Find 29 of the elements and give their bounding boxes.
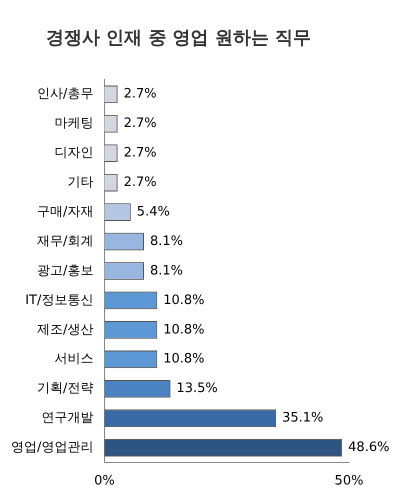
data-label: 35.1% [282, 410, 324, 426]
y-tick-label: 디자인 [54, 146, 94, 161]
y-tick-label: 연구개발 [41, 410, 94, 426]
y-tick-label: IT/정보통신 [25, 292, 94, 308]
data-label: 48.6% [348, 440, 390, 456]
data-label: 2.7% [124, 146, 157, 161]
y-tick-label: 기타 [67, 175, 94, 190]
data-label: 10.8% [163, 352, 205, 367]
y-tick-label: 기획/전략 [36, 381, 94, 396]
y-tick-label: 서비스 [54, 352, 94, 367]
y-tick-label: 제조/생산 [36, 322, 94, 338]
y-tick-label: 구매/자재 [36, 204, 94, 220]
data-label: 5.4% [136, 204, 170, 220]
y-tick-label: 인사/총무 [36, 86, 94, 102]
y-tick-label: 마케팅 [54, 116, 94, 132]
x-tick-label: 0% [94, 474, 115, 489]
y-tick-label: 재무/회계 [36, 234, 94, 249]
data-label: 10.8% [163, 322, 205, 338]
data-label: 13.5% [176, 381, 218, 396]
data-label: 8.1% [150, 234, 184, 249]
y-tick-label: 광고/홍보 [36, 263, 94, 278]
data-label: 2.7% [124, 86, 157, 102]
y-tick-label: 영업/영업관리 [10, 440, 94, 456]
chart-title: 경쟁사 인재 중 영업 원하는 직무 [46, 27, 312, 48]
data-label: 8.1% [150, 263, 184, 278]
data-label: 10.8% [163, 292, 205, 308]
x-tick-label: 50% [334, 474, 364, 489]
data-label: 2.7% [124, 116, 157, 132]
data-label: 2.7% [124, 175, 157, 190]
